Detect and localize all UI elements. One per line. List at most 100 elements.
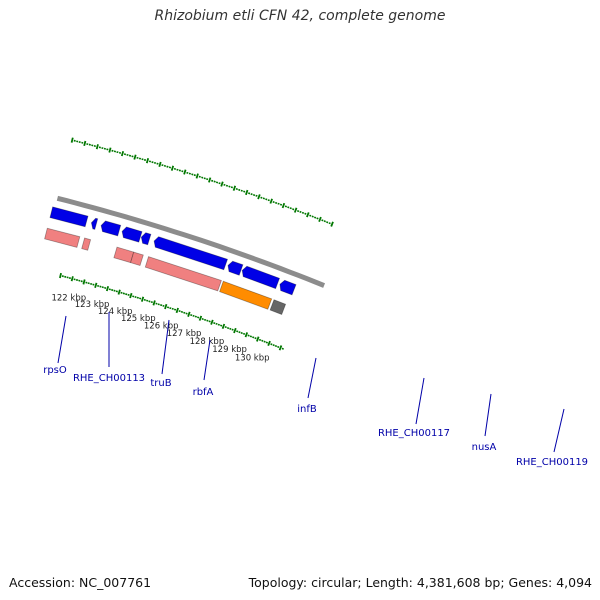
inner-tick bbox=[226, 327, 230, 330]
outer-tick bbox=[225, 184, 229, 187]
inner-tick bbox=[242, 332, 246, 335]
inner-tick bbox=[270, 343, 273, 346]
inner-tick bbox=[206, 319, 209, 322]
outer-tick bbox=[262, 197, 265, 200]
inner-tick bbox=[111, 288, 114, 292]
inner-tick bbox=[155, 302, 158, 305]
inner-tick bbox=[140, 296, 145, 302]
outer-tick bbox=[284, 205, 288, 208]
cds-arrow bbox=[49, 206, 89, 228]
outer-tick bbox=[161, 164, 164, 167]
map-title: Rhizobium etli CFN 42, complete genome bbox=[154, 8, 446, 24]
gene-label-nusA[interactable]: nusA bbox=[472, 442, 497, 453]
inner-tick bbox=[265, 341, 268, 344]
cds-arrow bbox=[241, 265, 281, 290]
outer-tick bbox=[93, 145, 96, 148]
outer-tick bbox=[201, 176, 204, 179]
inner-tick bbox=[198, 315, 203, 321]
inner-tick bbox=[231, 328, 234, 331]
outer-tick bbox=[113, 150, 117, 153]
inner-tick bbox=[217, 323, 220, 326]
inner-tick bbox=[150, 301, 153, 304]
gene-block bbox=[113, 246, 135, 264]
inner-tick bbox=[224, 326, 227, 329]
inner-tick bbox=[252, 336, 255, 339]
inner-tick bbox=[180, 310, 184, 313]
outer-tick bbox=[232, 185, 237, 191]
inner-tick bbox=[197, 316, 200, 319]
outer-tick bbox=[309, 214, 312, 217]
outer-tick bbox=[245, 189, 249, 196]
gene-label-RHE_CH00117[interactable]: RHE_CH00117 bbox=[378, 428, 450, 439]
gene-label-RHE_CH00119[interactable]: RHE_CH00119 bbox=[516, 457, 588, 468]
outer-tick bbox=[289, 207, 292, 210]
inner-tick bbox=[274, 345, 278, 348]
outer-tick bbox=[238, 188, 241, 191]
outer-tick bbox=[265, 198, 268, 201]
gene-block bbox=[130, 251, 144, 266]
inner-tick bbox=[160, 304, 163, 307]
outer-tick bbox=[183, 169, 187, 175]
cds-arrow bbox=[140, 232, 152, 246]
inner-tick bbox=[143, 298, 146, 301]
outer-tick bbox=[240, 189, 243, 192]
inner-tick bbox=[210, 319, 214, 325]
outer-tick bbox=[203, 177, 206, 180]
gene-block bbox=[144, 256, 222, 292]
outer-tick bbox=[163, 164, 167, 167]
inner-tick bbox=[108, 288, 111, 291]
outer-tick bbox=[321, 219, 324, 222]
inner-tick bbox=[185, 312, 188, 315]
outer-tick bbox=[181, 170, 184, 173]
outer-tick bbox=[230, 186, 234, 189]
gene-label-group: rpsO RHE_CH00113 truB rbfA infB RHE_CH00117nu… bbox=[43, 312, 588, 468]
gene-block bbox=[81, 237, 92, 251]
cds-arrow bbox=[90, 217, 99, 230]
inner-tick bbox=[244, 332, 249, 338]
gene-label-rpsO[interactable]: rpsO bbox=[43, 365, 67, 376]
gene-label-infB[interactable]: infB bbox=[297, 404, 317, 415]
inner-tick bbox=[175, 307, 179, 314]
outer-tick bbox=[293, 207, 298, 213]
outer-tick bbox=[168, 166, 172, 169]
outer-tick bbox=[213, 180, 216, 183]
outer-tick bbox=[299, 210, 302, 214]
inner-tick bbox=[134, 296, 137, 299]
inner-tick bbox=[249, 335, 253, 338]
outer-tick bbox=[274, 201, 278, 205]
gene-label-RHE_CH00113[interactable]: RHE_CH00113 bbox=[73, 373, 145, 384]
inner-tick bbox=[213, 322, 216, 325]
gene-label-rbfA[interactable]: rbfA bbox=[193, 387, 214, 398]
inner-tick bbox=[192, 314, 195, 317]
outer-tick-ring bbox=[70, 137, 334, 227]
outer-tick bbox=[218, 182, 221, 185]
gene-label-truB[interactable]: truB bbox=[150, 378, 171, 389]
outer-tick bbox=[206, 178, 209, 181]
outer-tick bbox=[198, 175, 201, 178]
outer-tick bbox=[133, 154, 137, 160]
scale-tick-label: 125 kbp bbox=[121, 314, 156, 324]
outer-tick bbox=[279, 203, 283, 206]
outer-tick bbox=[323, 220, 326, 223]
scale-tick-label: 123 kbp bbox=[75, 300, 110, 310]
outer-tick bbox=[318, 216, 322, 223]
outer-tick bbox=[108, 147, 112, 153]
inner-tick bbox=[139, 297, 142, 300]
inner-tick bbox=[254, 337, 257, 340]
inner-tick bbox=[187, 311, 191, 317]
inner-tick bbox=[99, 285, 102, 288]
outer-tick bbox=[70, 137, 74, 143]
inner-tick bbox=[194, 315, 197, 318]
outer-tick bbox=[330, 221, 334, 227]
outer-tick bbox=[316, 217, 319, 220]
gene-block bbox=[44, 227, 81, 248]
outer-tick bbox=[292, 208, 295, 211]
inner-tick bbox=[171, 307, 174, 310]
cds-arrow bbox=[279, 279, 297, 296]
inner-tick bbox=[169, 307, 172, 310]
cds-arrow bbox=[121, 226, 143, 243]
gene-block-orange bbox=[219, 280, 273, 310]
genome-summary-text: Topology: circular; Length: 4,381,608 bp… bbox=[248, 575, 592, 590]
inner-tick bbox=[256, 336, 260, 342]
gene-block-gray bbox=[269, 299, 287, 316]
